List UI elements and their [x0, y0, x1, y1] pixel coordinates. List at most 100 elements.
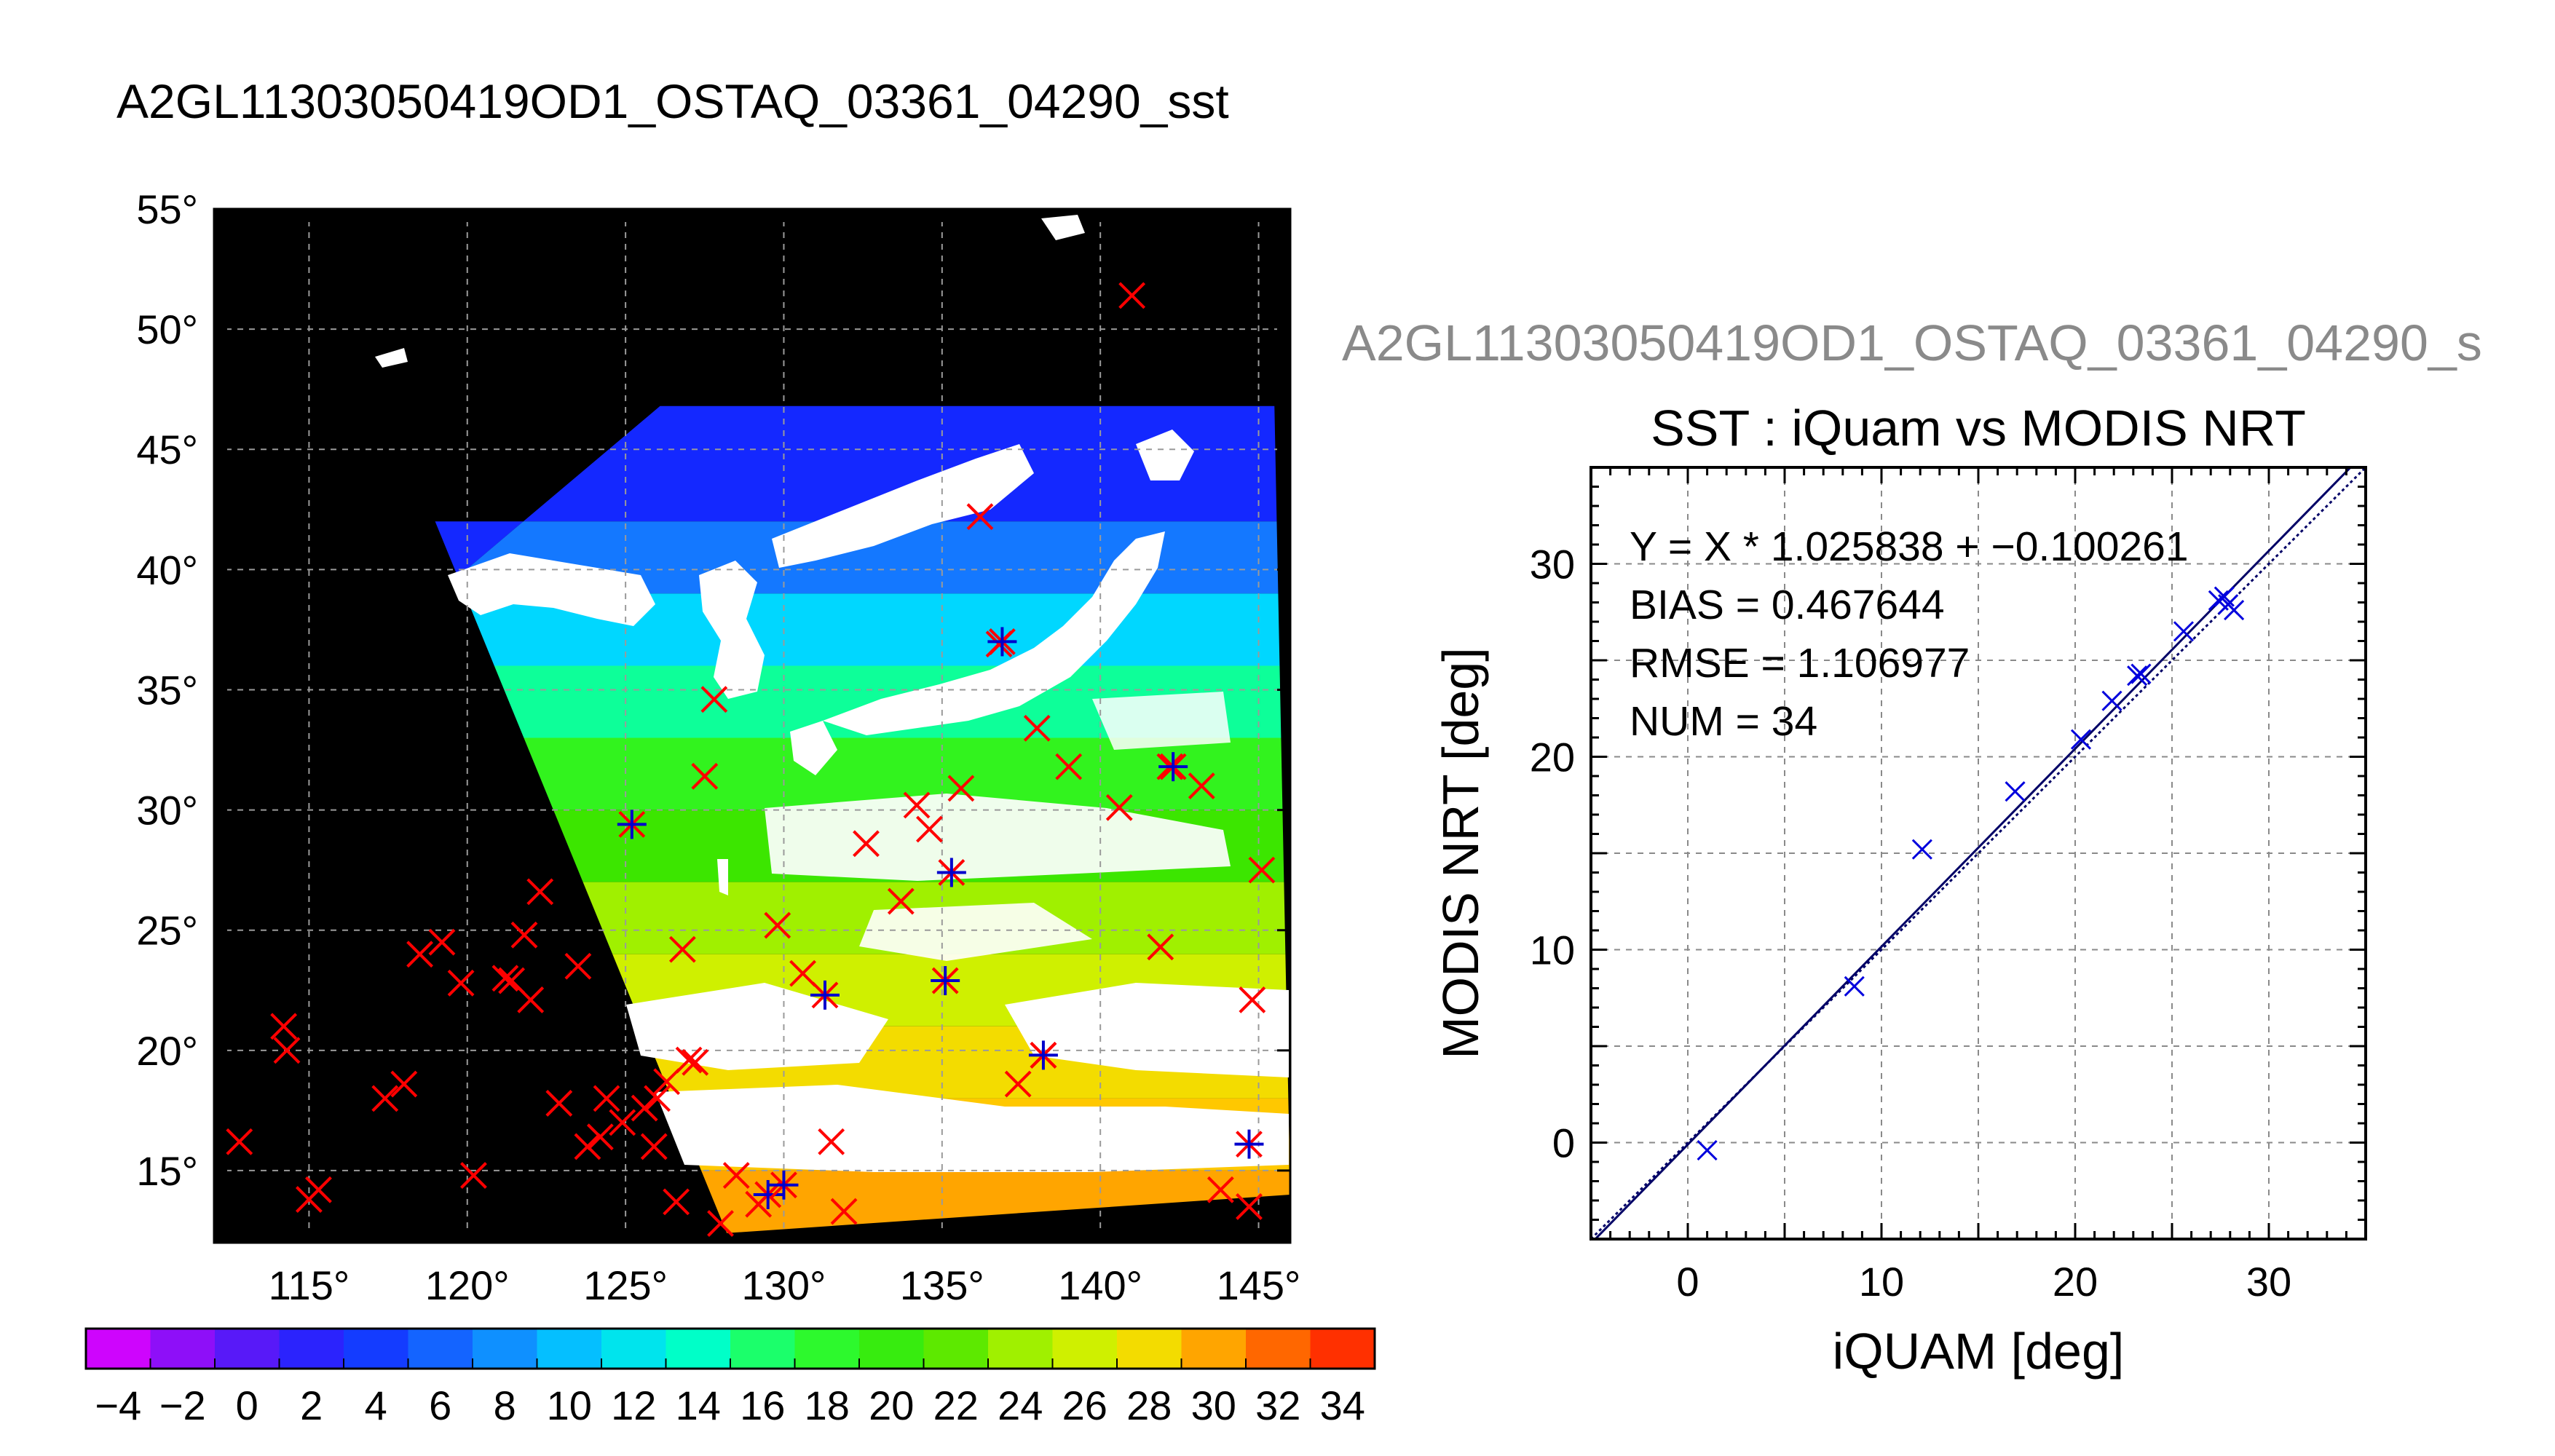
map-marker-red: [818, 1128, 845, 1155]
colorbar-label: 22: [933, 1382, 979, 1428]
colorbar-label: 4: [365, 1382, 387, 1428]
map-xtick-label: 135°: [900, 1262, 984, 1308]
cloud-band-6: [1092, 692, 1231, 750]
scatter-point: [2224, 600, 2245, 621]
map-marker-red: [609, 1109, 636, 1136]
land: [375, 215, 1194, 895]
colorbar-label: 8: [494, 1382, 516, 1428]
map-marker-red: [226, 1128, 253, 1155]
map-marker-red: [966, 503, 994, 531]
colorbar-cell: [537, 1329, 602, 1369]
swath-band: [457, 521, 1279, 594]
map-ytick-label: 45°: [136, 427, 198, 472]
map-xtick-label: 130°: [742, 1262, 826, 1308]
map-marker-red: [1239, 986, 1266, 1013]
colorbar-label: 16: [740, 1382, 785, 1428]
map-marker-red: [273, 1037, 301, 1064]
map-frame: [213, 207, 1292, 1244]
colorbar-cell: [1052, 1329, 1118, 1369]
map-marker-blue: [1234, 1129, 1264, 1159]
map-xtick-label: 115°: [269, 1262, 350, 1308]
map-marker-red: [460, 1162, 487, 1189]
colorbar-cell: [1117, 1329, 1182, 1369]
stats-num: NUM = 34: [1630, 698, 1817, 745]
land-hokkaido: [1136, 430, 1194, 480]
map-marker-red: [428, 928, 456, 956]
colorbar-label: 0: [236, 1382, 258, 1428]
map-marker-blue: [810, 980, 840, 1010]
scatter-xtick-label: 30: [2246, 1259, 2291, 1305]
map-marker-red: [517, 986, 545, 1013]
map-marker-red: [1004, 1070, 1032, 1098]
map-marker-red: [903, 791, 931, 819]
colorbar-label: 26: [1062, 1382, 1107, 1428]
map-marker-blue: [769, 1170, 799, 1200]
scatter-point: [1911, 839, 1932, 860]
map-xtick-label: 145°: [1217, 1262, 1301, 1308]
scatter-point: [2101, 690, 2122, 711]
map-marker-red: [1236, 1193, 1263, 1220]
colorbar-cell: [279, 1329, 344, 1369]
scatter-ytick-label: 10: [1530, 927, 1575, 973]
scatter-point: [2070, 729, 2092, 750]
map-title: A2GL11303050419OD1_OSTAQ_03361_04290_sst: [117, 74, 1229, 128]
map-ytick-label: 55°: [136, 186, 198, 232]
regression-line: [1593, 467, 2353, 1239]
map-marker-red: [663, 1188, 690, 1216]
stats-bias: BIAS = 0.467644: [1630, 582, 1945, 628]
swath-band: [524, 737, 1283, 810]
scatter-ticks: 0 10 20 30 0 10 20 30: [1530, 467, 2366, 1305]
scatter-points: [1697, 586, 2245, 1161]
cloud-band-1: [765, 794, 1231, 881]
map-xtick-label: 125°: [583, 1262, 668, 1308]
stats-box: Y = X * 1.025838 + −0.100261 BIAS = 0.46…: [1630, 523, 2189, 745]
map-marker-red: [631, 1094, 658, 1122]
map-marker-red: [545, 1090, 573, 1117]
scatter-point: [2173, 621, 2195, 642]
map-marker-red: [691, 762, 719, 790]
map-marker-red: [853, 830, 880, 858]
map-marker-red: [586, 1123, 614, 1151]
map-marker-red: [593, 1085, 620, 1112]
scatter-point: [1697, 1140, 1718, 1161]
map-marker-red: [270, 1013, 298, 1040]
map-marker-red: [491, 965, 519, 992]
colorbar-label: 6: [429, 1382, 451, 1428]
cloud-band-4: [655, 1085, 1289, 1172]
scatter-plot: 0 10 20 30 0 10 20 30 Y = X * 1.025838 + −0.100…: [1530, 466, 2367, 1305]
colorbar-label: 20: [869, 1382, 914, 1428]
colorbar-cell: [730, 1329, 795, 1369]
scatter-xlabel: iQUAM [deg]: [1833, 1323, 2125, 1380]
map-ytick-label: 15°: [136, 1148, 198, 1194]
colorbar-cell: [408, 1329, 473, 1369]
colorbar-cell: [1246, 1329, 1311, 1369]
map-marker-red: [447, 969, 475, 997]
scatter-header: A2GL11303050419OD1_OSTAQ_03361_04290_s: [1342, 314, 2482, 371]
scatter-xtick-label: 20: [2053, 1259, 2098, 1305]
colorbar-cell: [988, 1329, 1053, 1369]
map-marker-blue: [936, 858, 966, 887]
land-honshu: [823, 531, 1165, 735]
scatter-point: [2127, 665, 2148, 687]
map-ytick-label: 50°: [136, 306, 198, 352]
map-ytick-label: 35°: [136, 667, 198, 713]
map-marker-red: [526, 878, 554, 906]
map-marker-red: [947, 775, 975, 802]
colorbar-cell: [601, 1329, 666, 1369]
colorbar-cell: [473, 1329, 537, 1369]
colorbar-label: 30: [1191, 1382, 1236, 1428]
map-marker-red: [574, 1133, 601, 1160]
map-marker-red: [640, 1133, 668, 1160]
map-marker-red: [916, 815, 943, 843]
scatter-point: [2005, 781, 2026, 802]
map-marker-red: [305, 1176, 332, 1203]
map-marker-red: [390, 1070, 418, 1098]
map-marker-red: [406, 941, 433, 968]
map-marker-red: [682, 1048, 709, 1076]
map-markers: [226, 282, 1276, 1237]
map-ytick-label: 20°: [136, 1028, 198, 1074]
map-plot: 115° 120° 125° 130° 135° 140° 145° 15° 20° 25° 30°…: [136, 186, 1300, 1308]
map-ytick-label: 30°: [136, 788, 198, 834]
colorbar-label: 10: [547, 1382, 592, 1428]
map-marker-red: [644, 1085, 671, 1112]
